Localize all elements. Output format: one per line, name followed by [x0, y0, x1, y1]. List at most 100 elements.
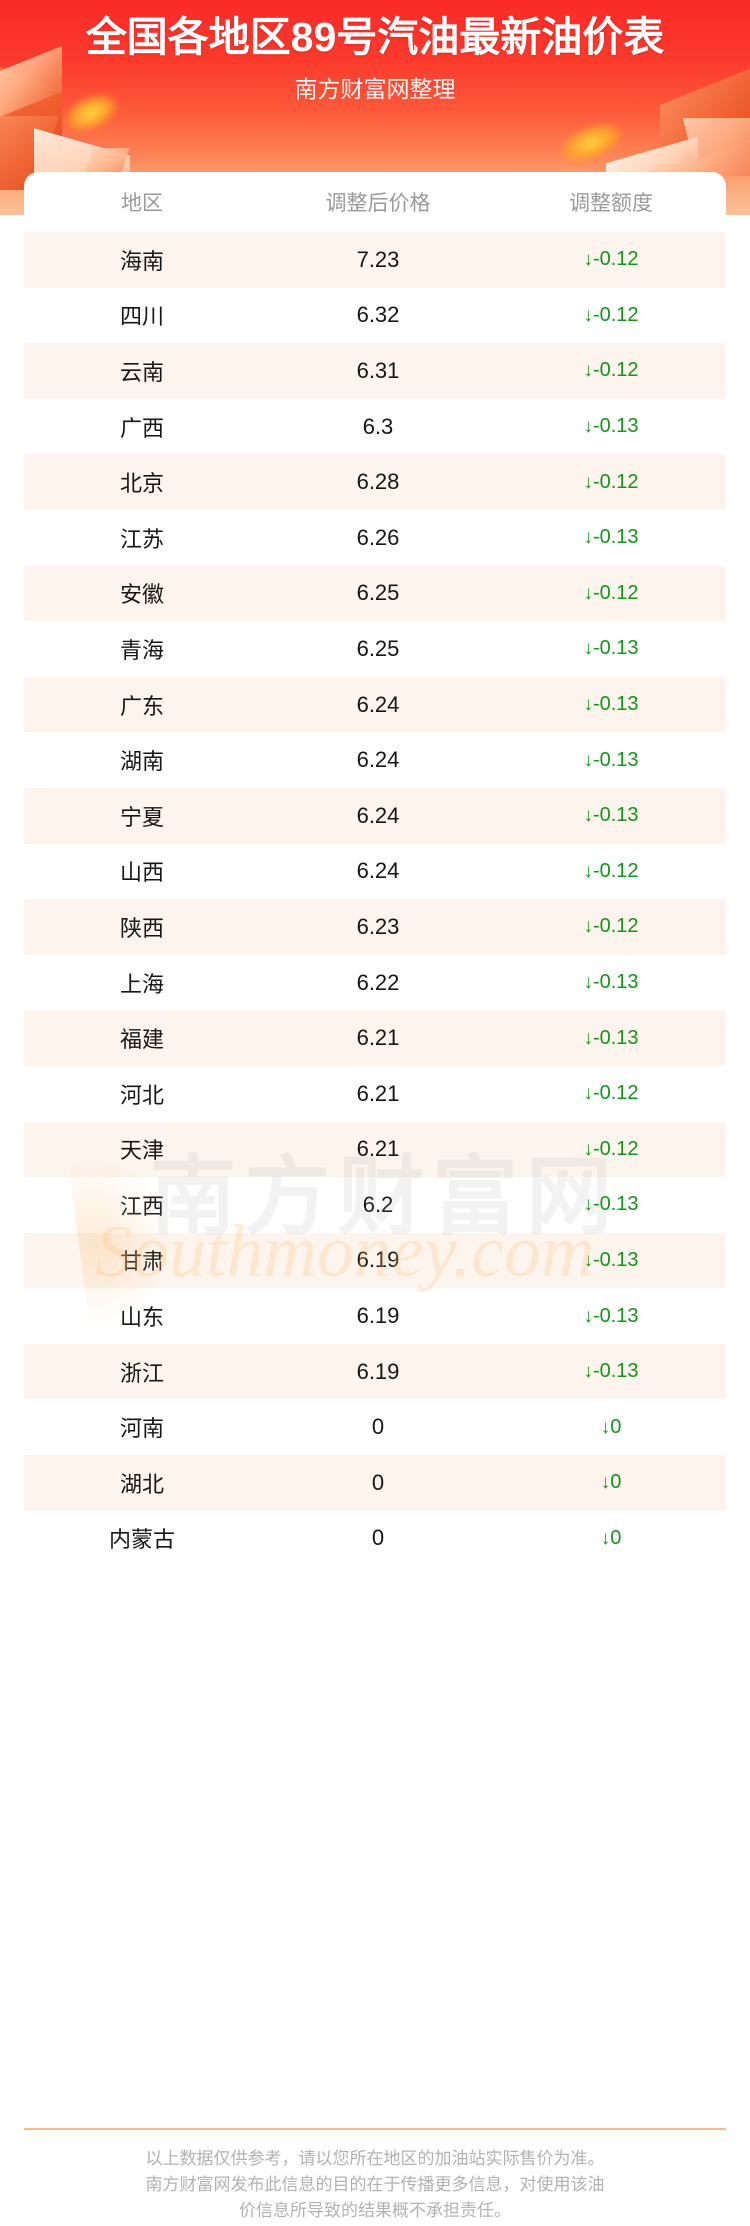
cell-price: 6.24: [260, 843, 496, 900]
table-row: 内蒙古 0 ↓0: [24, 1510, 726, 1567]
arrow-down-icon: ↓: [583, 304, 593, 326]
cell-region: 湖北: [24, 1455, 260, 1511]
table-row: 云南 6.31 ↓-0.12: [24, 343, 726, 399]
cell-region: 湖南: [24, 732, 260, 788]
cell-region: 海南: [24, 232, 260, 288]
change-value: -0.13: [592, 971, 639, 994]
footer-disclaimer: 以上数据仅供参考，请以您所在地区的加油站实际售价为准。 南方财富网发布此信息的目…: [55, 2146, 695, 2224]
change-value: -0.13: [592, 748, 639, 771]
change-value: -0.12: [592, 581, 639, 604]
change-value: -0.13: [592, 1248, 639, 1271]
table-row: 河南 0 ↓0: [24, 1399, 726, 1456]
cell-price: 0: [260, 1510, 496, 1567]
cell-price: 6.32: [260, 287, 496, 344]
table-row: 青海 6.25 ↓-0.13: [24, 621, 726, 677]
table-row: 北京 6.28 ↓-0.12: [24, 454, 726, 510]
table-row: 江西 6.2 ↓-0.13: [24, 1177, 726, 1233]
arrow-down-icon: ↓: [600, 1472, 611, 1494]
arrow-down-icon: ↓: [583, 249, 593, 271]
cell-price: 6.26: [260, 509, 496, 566]
change-value: -0.12: [592, 1137, 639, 1160]
cell-price: 6.21: [260, 1010, 496, 1066]
change-value: -0.12: [592, 859, 639, 882]
table-row: 湖南 6.24 ↓-0.13: [24, 732, 726, 788]
cell-region: 安徽: [24, 565, 260, 622]
change-value: -0.12: [592, 915, 639, 938]
arrow-down-icon: ↓: [583, 1083, 593, 1105]
footer-divider: [24, 2128, 726, 2130]
change-value: -0.12: [592, 1082, 639, 1105]
table-row: 安徽 6.25 ↓-0.12: [24, 565, 726, 622]
change-value: -0.13: [592, 1304, 639, 1327]
cell-price: 6.22: [260, 954, 496, 1011]
cell-region: 四川: [24, 287, 260, 344]
cell-price: 6.2: [260, 1177, 496, 1233]
cell-region: 江苏: [24, 509, 260, 566]
cell-change: ↓-0.13: [496, 1343, 726, 1400]
page-subtitle: 南方财富网整理: [294, 76, 456, 102]
change-value: -0.13: [592, 1193, 639, 1216]
cell-region: 青海: [24, 621, 260, 677]
cell-change: ↓-0.13: [496, 398, 726, 455]
cell-region: 陕西: [24, 899, 260, 955]
arrow-down-icon: ↓: [583, 805, 593, 827]
arrow-down-icon: ↓: [583, 416, 593, 438]
table-body: 海南 7.23 ↓-0.12 四川 6.32 ↓-0.12 云南 6.31 ↓-0.12 广西 6.…: [24, 232, 726, 1567]
cell-change: ↓-0.12: [496, 899, 726, 955]
cell-price: 0: [260, 1399, 496, 1456]
cell-region: 河南: [24, 1399, 260, 1456]
footer-line: 以上数据仅供参考，请以您所在地区的加油站实际售价为准。: [145, 2149, 605, 2168]
footer-line: 南方财富网发布此信息的目的在于传播更多信息，对使用该油: [145, 2175, 605, 2194]
cell-change: ↓-0.13: [496, 954, 726, 1011]
arrow-down-icon: ↓: [583, 1194, 593, 1216]
cell-change: ↓0: [496, 1510, 726, 1567]
table-row: 陕西 6.23 ↓-0.12: [24, 899, 726, 955]
arrow-down-icon: ↓: [583, 1361, 593, 1383]
cell-change: ↓-0.13: [496, 621, 726, 677]
change-value: -0.12: [592, 303, 639, 326]
cell-price: 6.19: [260, 1343, 496, 1400]
cell-region: 河北: [24, 1065, 260, 1122]
arrow-down-icon: ↓: [583, 749, 593, 771]
arrow-down-icon: ↓: [583, 916, 593, 938]
change-value: 0: [610, 1471, 622, 1494]
cell-change: ↓-0.12: [496, 287, 726, 344]
cell-change: ↓-0.13: [496, 732, 726, 788]
cell-price: 6.21: [260, 1065, 496, 1122]
table-row: 广西 6.3 ↓-0.13: [24, 398, 726, 455]
arrow-down-icon: ↓: [583, 1249, 593, 1271]
column-header-price: 调整后价格: [325, 192, 431, 215]
cell-price: 6.24: [260, 732, 496, 788]
table-row: 四川 6.32 ↓-0.12: [24, 287, 726, 344]
footer: 以上数据仅供参考，请以您所在地区的加油站实际售价为准。 南方财富网发布此信息的目…: [0, 2128, 750, 2226]
arrow-down-icon: ↓: [583, 1027, 593, 1049]
cell-change: ↓-0.13: [496, 1177, 726, 1233]
footer-line: 价信息所导致的结果概不承担责任。: [239, 2201, 511, 2220]
change-value: -0.13: [592, 1026, 639, 1049]
cell-change: ↓-0.13: [496, 1288, 726, 1344]
arrow-down-icon: ↓: [583, 694, 593, 716]
cell-price: 6.19: [260, 1288, 496, 1344]
change-value: -0.12: [592, 470, 639, 493]
change-value: -0.13: [592, 415, 639, 438]
cell-region: 福建: [24, 1010, 260, 1066]
cell-price: 6.28: [260, 454, 496, 510]
cell-price: 6.23: [260, 899, 496, 955]
table-row: 海南 7.23 ↓-0.12: [24, 232, 726, 288]
arrow-down-icon: ↓: [583, 1305, 593, 1327]
cell-change: ↓-0.12: [496, 843, 726, 900]
arrow-down-icon: ↓: [583, 527, 593, 549]
cell-region: 广西: [24, 398, 260, 455]
arrow-down-icon: ↓: [583, 972, 593, 994]
table-row: 天津 6.21 ↓-0.12: [24, 1121, 726, 1178]
change-value: -0.13: [592, 526, 639, 549]
cell-price: 6.24: [260, 787, 496, 844]
column-header-region: 地区: [121, 192, 163, 215]
arrow-down-icon: ↓: [600, 1527, 611, 1549]
change-value: -0.13: [592, 804, 639, 827]
cell-price: 6.31: [260, 343, 496, 399]
table-row: 上海 6.22 ↓-0.13: [24, 954, 726, 1011]
cell-region: 内蒙古: [24, 1510, 260, 1567]
table-row: 江苏 6.26 ↓-0.13: [24, 509, 726, 566]
